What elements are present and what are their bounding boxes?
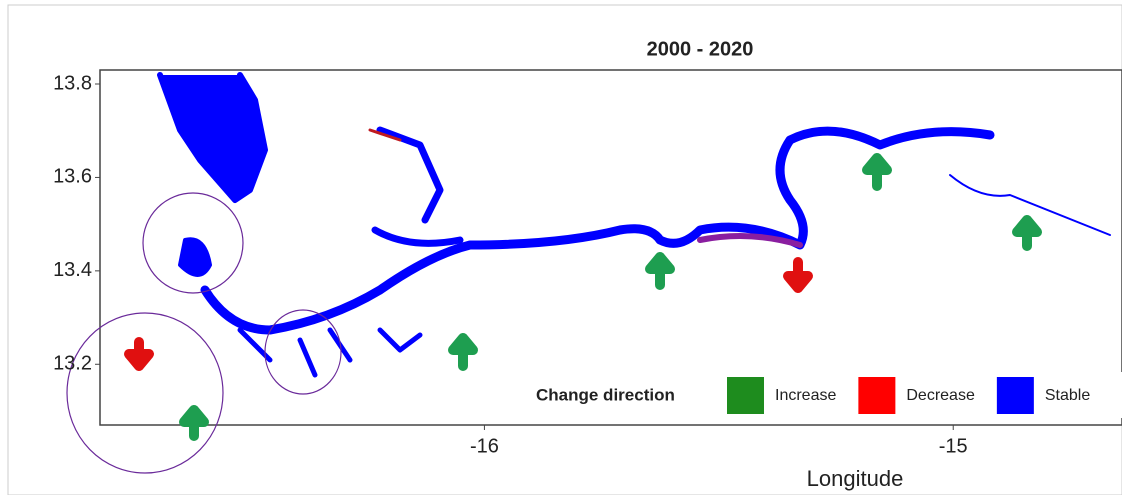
legend-swatch: [858, 377, 895, 414]
legend-swatch: [997, 377, 1034, 414]
legend-swatch: [727, 377, 764, 414]
y-tick-label: 13.4: [53, 259, 92, 281]
x-axis-label: Longitude: [807, 466, 904, 491]
legend-label: Decrease: [906, 387, 975, 404]
legend-label: Increase: [775, 387, 836, 404]
x-tick-label: -16: [470, 435, 499, 457]
y-tick-label: 13.2: [53, 353, 92, 375]
y-tick-label: 13.8: [53, 72, 92, 94]
map-figure: 2000 - 2020 Longitude 13.8 13.6 13.4 13.2 -1…: [0, 0, 1122, 495]
x-tick-label: -15: [939, 435, 968, 457]
legend-title: Change direction: [536, 385, 675, 404]
title: 2000 - 2020: [647, 38, 754, 60]
page: 2000 - 2020 Longitude 13.8 13.6 13.4 13.2 -1…: [0, 0, 1122, 495]
legend-label: Stable: [1045, 387, 1090, 404]
y-tick-label: 13.6: [53, 166, 92, 188]
